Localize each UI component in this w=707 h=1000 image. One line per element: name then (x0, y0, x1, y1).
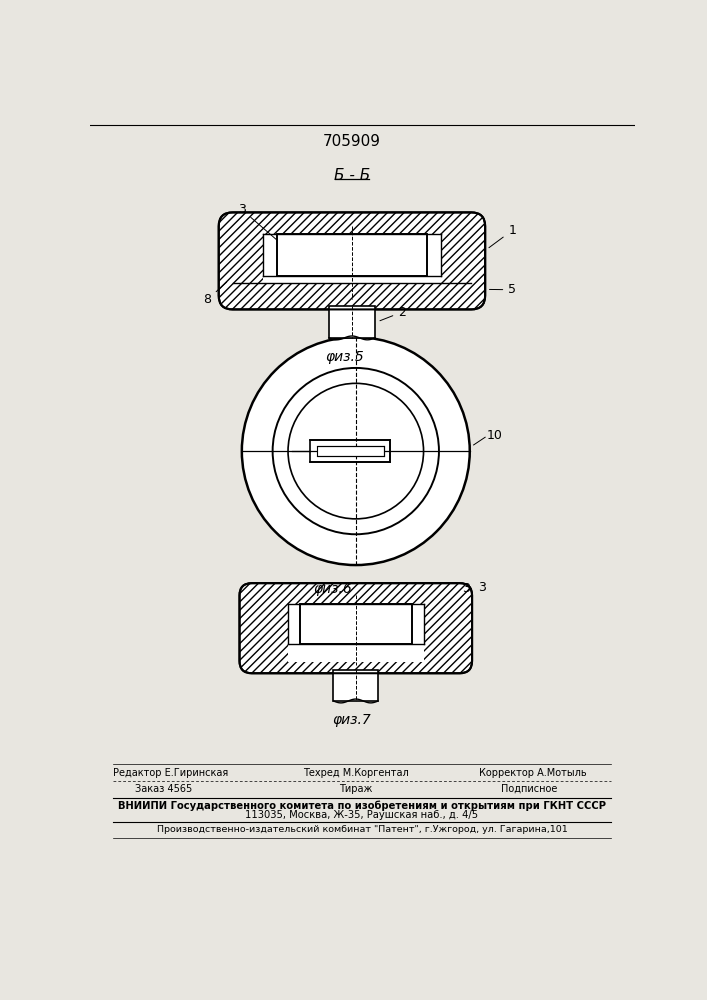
Text: Тираж: Тираж (339, 784, 373, 794)
Text: 705909: 705909 (323, 134, 381, 149)
FancyBboxPatch shape (240, 583, 472, 673)
Circle shape (242, 337, 469, 565)
FancyBboxPatch shape (218, 212, 485, 309)
Bar (427, 234, 441, 276)
Text: ВНИИПИ Государственного комитета по изобретениям и открытиям при ГКНТ СССР: ВНИИПИ Государственного комитета по изоб… (118, 801, 606, 811)
Bar (334, 670, 378, 701)
Bar (300, 604, 411, 644)
Text: 2: 2 (380, 306, 406, 321)
Bar (288, 644, 424, 662)
Text: 113035, Москва, Ж-35, Раушская наб., д. 4/5: 113035, Москва, Ж-35, Раушская наб., д. … (245, 810, 479, 820)
Bar (411, 604, 424, 644)
Text: 8: 8 (204, 282, 227, 306)
Text: Б - Б: Б - Б (334, 168, 370, 183)
Text: Корректор А.Мотыль: Корректор А.Мотыль (479, 768, 587, 778)
Circle shape (288, 383, 423, 519)
Bar (263, 276, 441, 283)
Text: Редактор Е.Гиринская: Редактор Е.Гиринская (113, 768, 228, 778)
Bar (263, 234, 277, 276)
Text: 10: 10 (486, 429, 503, 442)
Bar (277, 234, 427, 276)
Text: Подписное: Подписное (501, 784, 557, 794)
Text: 3: 3 (478, 581, 486, 594)
Bar (310, 440, 390, 462)
Bar (317, 446, 383, 456)
Text: 1: 1 (489, 224, 516, 248)
Bar (288, 604, 300, 644)
Text: Заказ 4565: Заказ 4565 (134, 784, 192, 794)
Text: φиз.7: φиз.7 (332, 713, 371, 727)
Text: 3: 3 (462, 582, 470, 595)
Bar (329, 306, 375, 338)
Text: φиз.5: φиз.5 (325, 350, 363, 364)
Text: 5: 5 (489, 283, 516, 296)
Text: Производственно-издательский комбинат "Патент", г.Ужгород, ул. Гагарина,101: Производственно-издательский комбинат "П… (156, 825, 567, 834)
Bar (277, 234, 427, 276)
Text: 3: 3 (238, 203, 276, 240)
Circle shape (273, 368, 439, 534)
Bar (233, 283, 472, 296)
Text: Техред М.Коргентал: Техред М.Коргентал (303, 768, 409, 778)
Text: φиз.6: φиз.6 (313, 582, 352, 596)
Bar (300, 604, 411, 644)
